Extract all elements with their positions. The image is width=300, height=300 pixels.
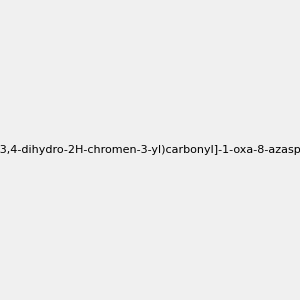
Text: 8-[(8-methoxy-3,4-dihydro-2H-chromen-3-yl)carbonyl]-1-oxa-8-azaspiro[4.5]decane: 8-[(8-methoxy-3,4-dihydro-2H-chromen-3-y… bbox=[0, 145, 300, 155]
